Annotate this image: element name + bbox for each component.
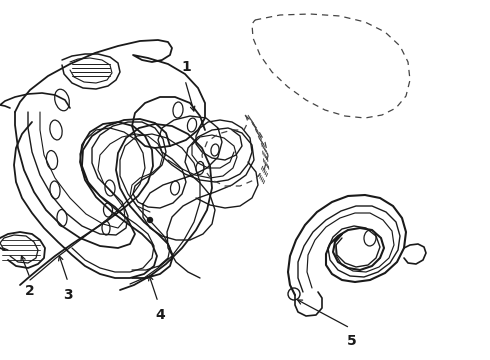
Text: 1: 1	[181, 60, 191, 74]
Text: 2: 2	[25, 284, 35, 298]
Text: 4: 4	[155, 308, 165, 322]
Text: 5: 5	[347, 334, 357, 348]
Text: 3: 3	[63, 288, 73, 302]
Circle shape	[147, 217, 152, 222]
